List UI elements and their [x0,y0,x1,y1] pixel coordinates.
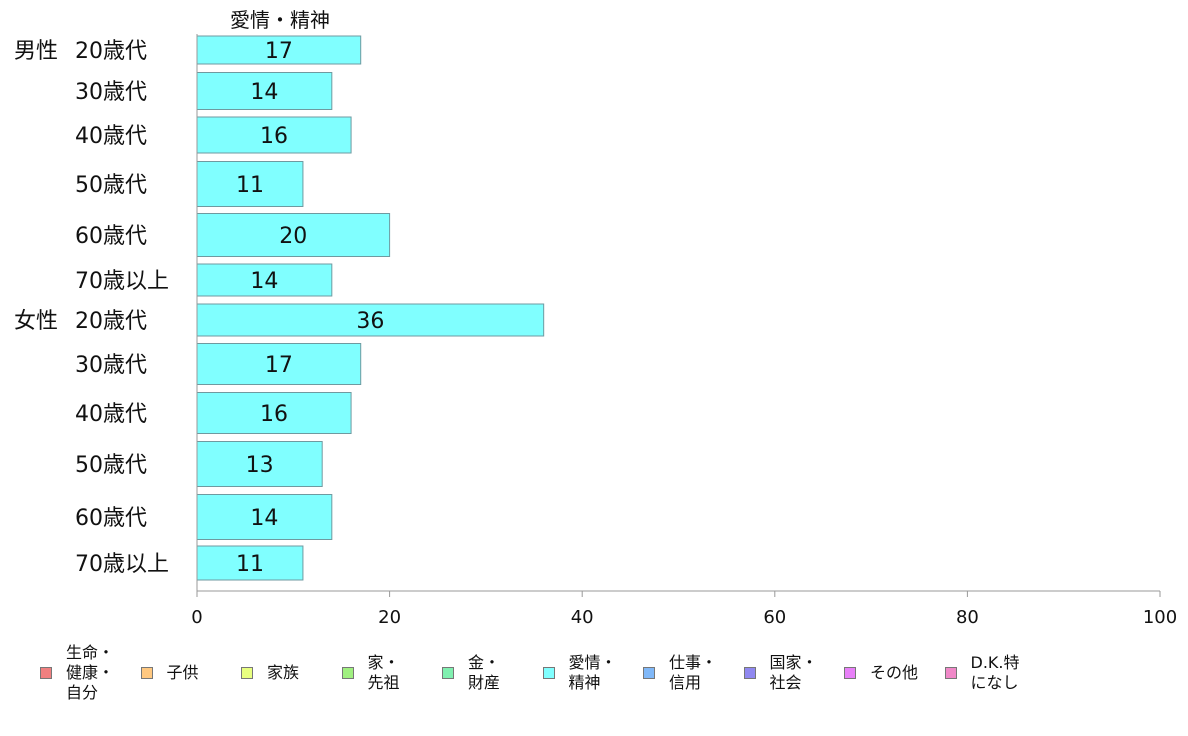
legend-swatch [944,667,957,679]
group-label: 男性 [14,39,58,64]
legend-swatch [643,667,655,679]
legend-swatch [442,667,454,679]
data-label: 20 [279,224,307,249]
chart-title: 愛情・精神 [230,8,330,32]
data-label: 16 [260,124,288,149]
data-label: 36 [356,309,384,334]
legend-item: 仕事・ 信用 [643,653,717,693]
legend-item: 生命・ 健康・ 自分 [40,643,114,703]
data-label: 14 [250,80,278,105]
bar [196,35,362,65]
legend-label: 愛情・ 精神 [568,653,617,692]
bar [196,213,391,257]
legend: 生命・ 健康・ 自分 子供 家族 家・ 先祖 金・ 財産 愛情・ 精神 仕事・ 信用 国家・ … [0,636,1188,726]
bar-chart: 愛情・精神 1720歳代男性1430歳代1640歳代1150歳代2060歳代14… [14,8,1177,628]
legend-label: その他 [870,663,919,682]
category-label: 20歳代 [75,39,147,64]
data-label: 14 [250,506,278,531]
bar [196,494,333,540]
category-label: 40歳代 [75,124,147,149]
legend-label: 家族 [267,663,300,682]
legend-item: 家・ 先祖 [341,653,400,693]
data-label: 14 [250,269,278,294]
category-label: 30歳代 [75,353,147,378]
legend-swatch [542,667,555,679]
legend-item: その他 [844,663,918,683]
legend-item: 国家・ 社会 [743,653,818,693]
category-label: 20歳代 [75,309,147,334]
category-label: 30歳代 [75,80,147,105]
x-tick-label: 60 [763,607,786,628]
legend-swatch [140,667,153,679]
legend-label: 金・ 財産 [468,653,501,692]
bar [196,441,323,487]
group-label: 女性 [14,309,58,334]
bar [196,303,545,337]
category-label: 40歳代 [75,402,147,427]
category-label: 60歳代 [75,224,147,249]
legend-label: 仕事・ 信用 [669,653,718,692]
x-tick-label: 0 [191,607,202,628]
legend-item: 子供 [140,663,199,683]
data-label: 13 [246,453,274,478]
legend-label: 子供 [166,663,199,682]
bar [196,161,304,207]
x-tick-label: 100 [1143,607,1177,628]
bar [196,545,304,581]
data-label: 11 [236,552,264,577]
category-label: 50歳代 [75,173,147,198]
category-label: 70歳以上 [75,552,169,577]
legend-swatch [743,667,756,679]
category-label: 50歳代 [75,453,147,478]
legend-swatch [40,667,52,679]
x-tick-label: 20 [378,607,401,628]
category-label: 70歳以上 [75,269,169,294]
legend-label: D.K.特 になし [970,653,1020,692]
legend-item: 家族 [241,663,299,683]
legend-label: 生命・ 健康・ 自分 [66,643,115,702]
category-label: 60歳代 [75,506,147,531]
legend-label: 国家・ 社会 [769,653,818,692]
data-label: 17 [265,353,293,378]
legend-swatch [241,667,253,679]
x-tick-label: 80 [956,607,979,628]
legend-item: D.K.特 になし [944,653,1020,693]
legend-item: 愛情・ 精神 [542,653,617,693]
legend-swatch [844,667,856,679]
legend-label: 家・ 先祖 [367,653,400,692]
bar [196,72,333,110]
bar [196,116,352,154]
x-tick-label: 40 [571,607,594,628]
data-label: 16 [260,402,288,427]
data-label: 11 [236,173,264,198]
data-label: 17 [265,39,293,64]
legend-item: 金・ 財産 [442,653,500,693]
legend-swatch [341,667,354,679]
